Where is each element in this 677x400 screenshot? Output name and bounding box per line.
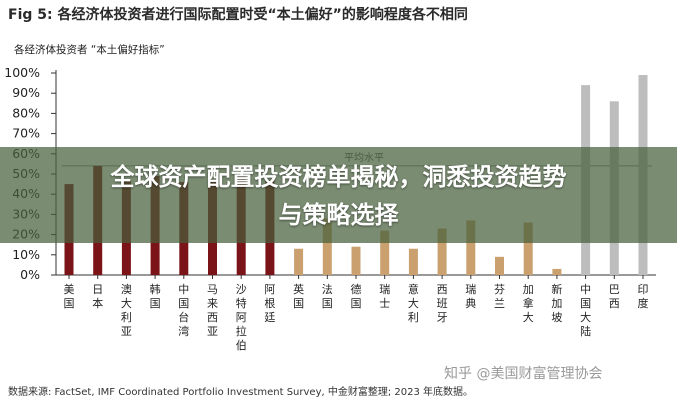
x-tick-label: 澳大利亚: [121, 283, 132, 338]
data-source-note: 数据来源: FactSet, IMF Coordinated Portfolio…: [8, 387, 474, 398]
figure-title: Fig 5: 各经济体投资者进行国际配置时受“本土偏好”的影响程度各不相同: [8, 7, 468, 23]
bar-12: [408, 248, 418, 275]
y-tick-label: 90%: [12, 85, 40, 100]
x-tick-label: 瑞典: [465, 282, 476, 310]
y-tick-label: 70%: [12, 126, 40, 141]
bar-8: [294, 248, 304, 275]
y-tick-label: 100%: [4, 65, 40, 80]
x-tick-label: 中国大陆: [580, 283, 591, 338]
y-tick-label: 80%: [12, 105, 40, 120]
x-tick-label: 瑞士: [379, 282, 390, 310]
bar-17: [552, 268, 562, 275]
x-tick-label: 新加坡: [551, 282, 562, 324]
x-tick-label: 芬兰: [494, 283, 505, 310]
x-tick-label: 法国: [322, 282, 333, 310]
x-tick-label: 美国: [64, 283, 75, 310]
headline-text: 全球资产配置投资榜单揭秘，洞悉投资趋势 与策略选择: [0, 158, 677, 234]
x-tick-label: 巴西: [609, 283, 620, 310]
y-tick-label: 10%: [12, 247, 40, 262]
bar-14: [466, 220, 476, 275]
bar-10: [351, 246, 361, 275]
x-tick-label: 德国: [351, 282, 362, 310]
bar-16: [523, 222, 533, 275]
x-tick-label: 马来西亚: [207, 283, 218, 338]
chart-subtitle: 各经济体投资者 “本土偏好指标”: [14, 44, 165, 56]
x-tick-label: 日本: [92, 283, 103, 310]
headline-line-2: 与策略选择: [278, 201, 399, 229]
bar-13: [437, 228, 447, 275]
x-tick-label: 意大利: [408, 282, 419, 324]
x-tick-label: 印度: [638, 283, 649, 310]
x-tick-label: 沙特阿拉伯: [236, 283, 247, 352]
y-tick-label: 0%: [20, 267, 40, 282]
x-tick-label: 中国台湾: [178, 283, 189, 338]
x-tick-label: 韩国: [150, 282, 161, 310]
x-tick-label: 加拿大: [523, 283, 534, 324]
watermark: 知乎 @美国财富管理协会: [444, 366, 603, 382]
x-tick-label: 阿根廷: [264, 283, 275, 324]
headline-line-1: 全球资产配置投资榜单揭秘，洞悉投资趋势: [110, 163, 567, 191]
headline-banner: [0, 147, 677, 243]
x-tick-label: 西班牙: [437, 283, 448, 324]
x-tick-label: 英国: [293, 282, 304, 310]
bar-15: [495, 256, 504, 275]
bar-9: [322, 218, 332, 275]
bar-11: [380, 230, 390, 275]
